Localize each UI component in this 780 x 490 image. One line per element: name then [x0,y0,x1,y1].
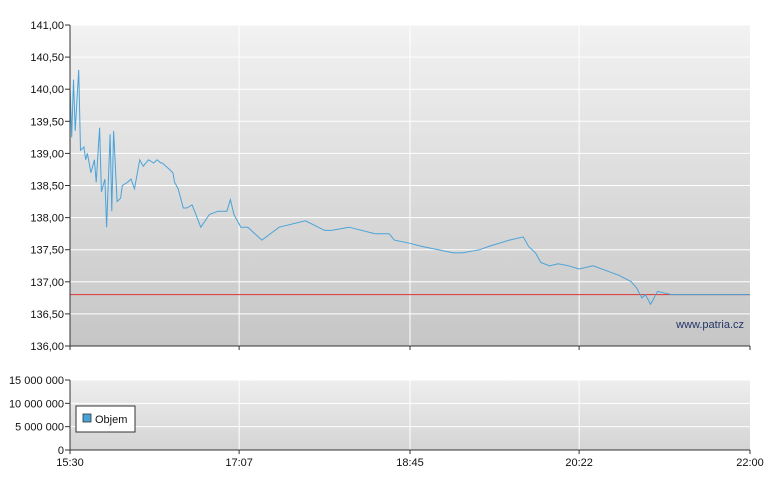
price-y-tick-label: 140,00 [30,84,64,96]
x-tick-label: 22:00 [736,457,764,469]
volume-y-tick-label: 10 000 000 [9,398,64,410]
volume-panel: 15 000 000 10 000 000 5 000 000 0 Objem [9,375,750,457]
x-tick-label: 17:07 [225,457,253,469]
price-y-tick-label: 140,50 [30,52,64,64]
volume-y-axis: 15 000 000 10 000 000 5 000 000 0 [9,375,70,457]
price-series-line [69,69,750,306]
time-x-axis: 15:30 17:07 18:45 20:22 22:00 [56,25,764,469]
price-y-tick-label: 141,00 [30,20,64,32]
legend-swatch [82,413,92,423]
volume-legend: Objem [75,405,136,433]
price-y-axis: 141,00 140,50 140,00 139,50 139,00 138,50 138,… [30,20,70,353]
volume-y-tick-label: 5 000 000 [15,422,64,434]
price-y-tick-label: 137,00 [30,277,64,289]
volume-y-tick-label: 0 [58,445,64,457]
x-tick-label: 20:22 [565,457,593,469]
price-y-tick-label: 136,50 [30,309,64,321]
price-y-tick-label: 139,00 [30,148,64,160]
volume-grid [70,379,750,450]
legend-label: Objem [95,414,127,426]
price-y-tick-label: 138,00 [30,213,64,225]
price-y-tick-label: 136,00 [30,341,64,353]
price-y-tick-label: 137,50 [30,245,64,257]
x-tick-label: 18:45 [396,457,424,469]
price-panel: 141,00 140,50 140,00 139,50 139,00 138,50 138,… [30,20,750,353]
volume-y-tick-label: 15 000 000 [9,375,64,387]
price-y-tick-label: 138,50 [30,181,64,193]
x-tick-label: 15:30 [56,457,84,469]
watermark-text: www.patria.cz [675,319,744,331]
price-y-tick-label: 139,50 [30,116,64,128]
